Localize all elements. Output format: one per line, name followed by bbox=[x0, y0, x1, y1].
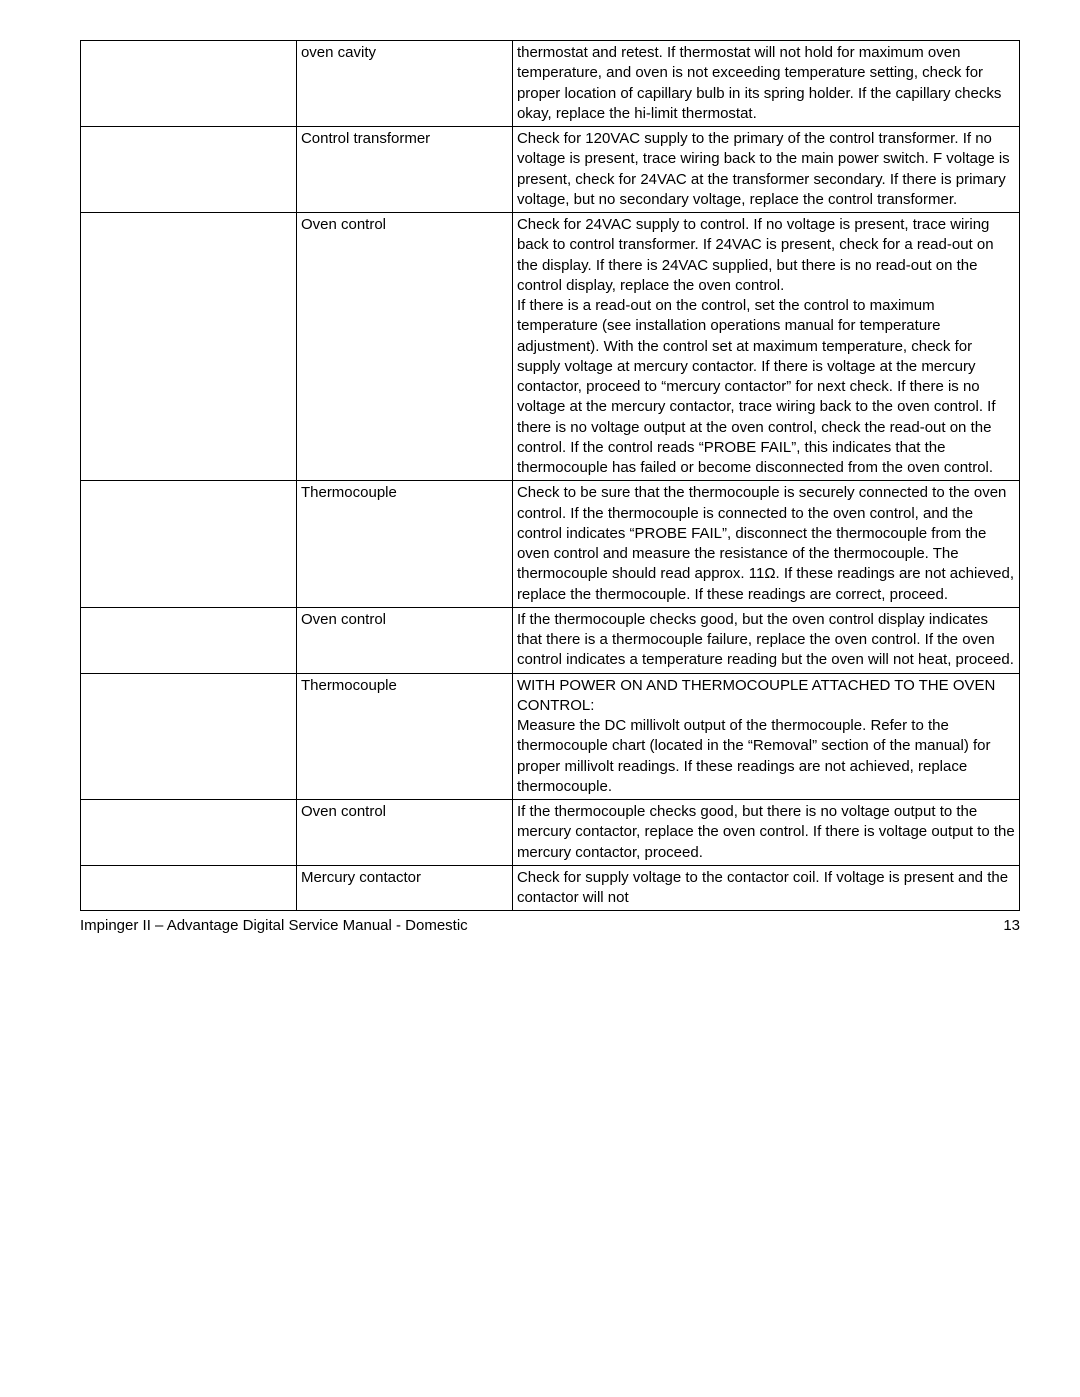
cell-component: Oven control bbox=[296, 607, 512, 673]
table-row: Control transformer Check for 120VAC sup… bbox=[81, 127, 1020, 213]
table-row: Oven control Check for 24VAC supply to c… bbox=[81, 213, 1020, 481]
table-row: oven cavity thermostat and retest. If th… bbox=[81, 41, 1020, 127]
cell-action: thermostat and retest. If thermostat wil… bbox=[512, 41, 1019, 127]
cell-symptom bbox=[81, 673, 297, 800]
cell-symptom bbox=[81, 607, 297, 673]
cell-component: oven cavity bbox=[296, 41, 512, 127]
cell-symptom bbox=[81, 41, 297, 127]
cell-component: Mercury contactor bbox=[296, 865, 512, 911]
page-footer: Impinger II – Advantage Digital Service … bbox=[80, 917, 1020, 934]
table-row: Mercury contactor Check for supply volta… bbox=[81, 865, 1020, 911]
cell-action: Check to be sure that the thermocouple i… bbox=[512, 481, 1019, 608]
cell-symptom bbox=[81, 127, 297, 213]
table-row: Oven control If the thermocouple checks … bbox=[81, 800, 1020, 866]
troubleshooting-table: oven cavity thermostat and retest. If th… bbox=[80, 40, 1020, 911]
cell-action: If the thermocouple checks good, but the… bbox=[512, 607, 1019, 673]
cell-component: Oven control bbox=[296, 213, 512, 481]
cell-symptom bbox=[81, 865, 297, 911]
cell-component: Control transformer bbox=[296, 127, 512, 213]
cell-action: WITH POWER ON AND THERMOCOUPLE ATTACHED … bbox=[512, 673, 1019, 800]
cell-component: Thermocouple bbox=[296, 481, 512, 608]
table-row: Thermocouple WITH POWER ON AND THERMOCOU… bbox=[81, 673, 1020, 800]
table-row: Oven control If the thermocouple checks … bbox=[81, 607, 1020, 673]
cell-symptom bbox=[81, 481, 297, 608]
cell-action: Check for supply voltage to the contacto… bbox=[512, 865, 1019, 911]
cell-action: Check for 120VAC supply to the primary o… bbox=[512, 127, 1019, 213]
footer-title: Impinger II – Advantage Digital Service … bbox=[80, 917, 468, 934]
cell-symptom bbox=[81, 213, 297, 481]
cell-component: Thermocouple bbox=[296, 673, 512, 800]
cell-action: If the thermocouple checks good, but the… bbox=[512, 800, 1019, 866]
page-number: 13 bbox=[1003, 917, 1020, 934]
cell-symptom bbox=[81, 800, 297, 866]
table-row: Thermocouple Check to be sure that the t… bbox=[81, 481, 1020, 608]
cell-component: Oven control bbox=[296, 800, 512, 866]
cell-action: Check for 24VAC supply to control. If no… bbox=[512, 213, 1019, 481]
